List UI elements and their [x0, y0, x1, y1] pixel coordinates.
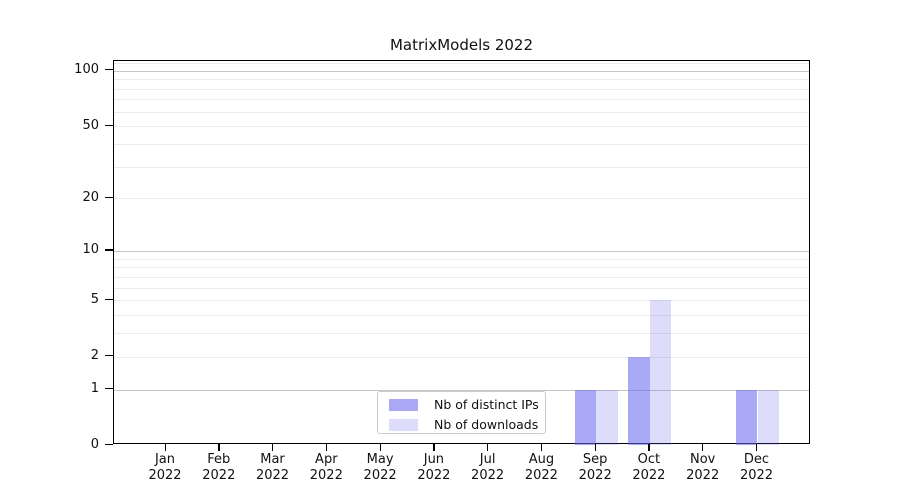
major-gridline-10 [114, 250, 809, 252]
legend-label-distinct-ips: Nb of distinct IPs [434, 397, 539, 412]
x-tick-may [379, 444, 381, 451]
legend-swatch-distinct-ips [389, 399, 418, 411]
minor-gridline-60 [114, 111, 809, 113]
x-tick-label-jun: Jun 2022 [417, 452, 451, 483]
legend-row-distinct-ips: Nb of distinct IPs [378, 398, 545, 412]
chart-title: MatrixModels 2022 [389, 36, 534, 54]
x-tick-feb [218, 444, 220, 451]
minor-gridline-110 [114, 62, 809, 64]
legend: Nb of distinct IPs Nb of downloads [377, 391, 546, 434]
x-tick-label-dec: Dec 2022 [739, 452, 774, 483]
bar-downloads-sep-2022 [596, 389, 618, 445]
x-tick-sep [594, 444, 596, 451]
y-tick-5 [105, 298, 113, 301]
plot-area [113, 60, 810, 445]
minor-gridline-2 [114, 356, 809, 358]
bar-distinct-ips-sep-2022 [574, 389, 597, 445]
y-tick-10 [105, 249, 113, 251]
x-tick-jul [487, 444, 489, 451]
x-tick-apr [325, 444, 328, 451]
minor-gridline-9 [114, 258, 809, 260]
y-tick-label-20: 20 [82, 189, 99, 205]
y-tick-label-1: 1 [90, 381, 99, 397]
y-tick-label-0: 0 [90, 436, 99, 452]
x-tick-mar [272, 444, 274, 451]
y-tick-0 [105, 443, 113, 445]
y-tick-label-10: 10 [82, 242, 99, 258]
minor-gridline-6 [114, 287, 809, 289]
minor-gridline-70 [114, 99, 809, 101]
x-tick-label-mar: Mar 2022 [255, 452, 290, 483]
x-tick-jun [433, 444, 435, 451]
major-gridline-100 [114, 70, 809, 72]
x-tick-nov [702, 444, 704, 451]
x-tick-jan [164, 444, 166, 451]
bar-distinct-ips-dec-2022 [735, 389, 758, 445]
minor-gridline-7 [114, 276, 809, 278]
minor-gridline-3 [114, 333, 809, 335]
legend-swatch-downloads [389, 419, 418, 431]
y-tick-label-2: 2 [90, 348, 99, 364]
x-tick-label-jul: Jul 2022 [471, 452, 505, 483]
minor-gridline-50 [114, 126, 809, 128]
x-tick-label-nov: Nov 2022 [686, 452, 720, 483]
legend-row-downloads: Nb of downloads [378, 418, 545, 432]
y-tick-label-5: 5 [90, 291, 99, 307]
minor-gridline-4 [114, 315, 809, 317]
minor-gridline-80 [114, 88, 809, 90]
x-tick-label-feb: Feb 2022 [202, 452, 236, 483]
y-tick-50 [105, 124, 113, 126]
minor-gridline-5 [114, 300, 809, 302]
bar-downloads-dec-2022 [757, 389, 780, 445]
bar-downloads-oct-2022 [649, 300, 672, 445]
y-tick-label-50: 50 [82, 117, 99, 133]
minor-gridline-40 [114, 143, 809, 145]
minor-gridline-8 [114, 267, 809, 269]
minor-gridline-90 [114, 79, 809, 81]
minor-gridline-20 [114, 198, 809, 200]
x-tick-dec [756, 444, 758, 451]
x-tick-label-oct: Oct 2022 [632, 452, 666, 483]
y-tick-1 [105, 388, 113, 390]
bar-distinct-ips-oct-2022 [628, 356, 650, 445]
y-tick-2 [105, 355, 113, 357]
minor-gridline-30 [114, 166, 809, 168]
x-tick-label-jan: Jan 2022 [148, 452, 182, 483]
y-tick-20 [105, 196, 113, 199]
x-tick-aug [540, 444, 543, 451]
x-tick-oct [648, 444, 650, 451]
x-tick-label-apr: Apr 2022 [309, 452, 343, 483]
x-tick-label-aug: Aug 2022 [524, 452, 558, 483]
x-tick-label-sep: Sep 2022 [578, 452, 612, 483]
y-tick-label-100: 100 [74, 62, 99, 78]
x-tick-label-may: May 2022 [363, 452, 397, 483]
major-gridline-1 [114, 389, 809, 391]
legend-label-downloads: Nb of downloads [434, 417, 539, 432]
y-tick-100 [105, 69, 113, 71]
